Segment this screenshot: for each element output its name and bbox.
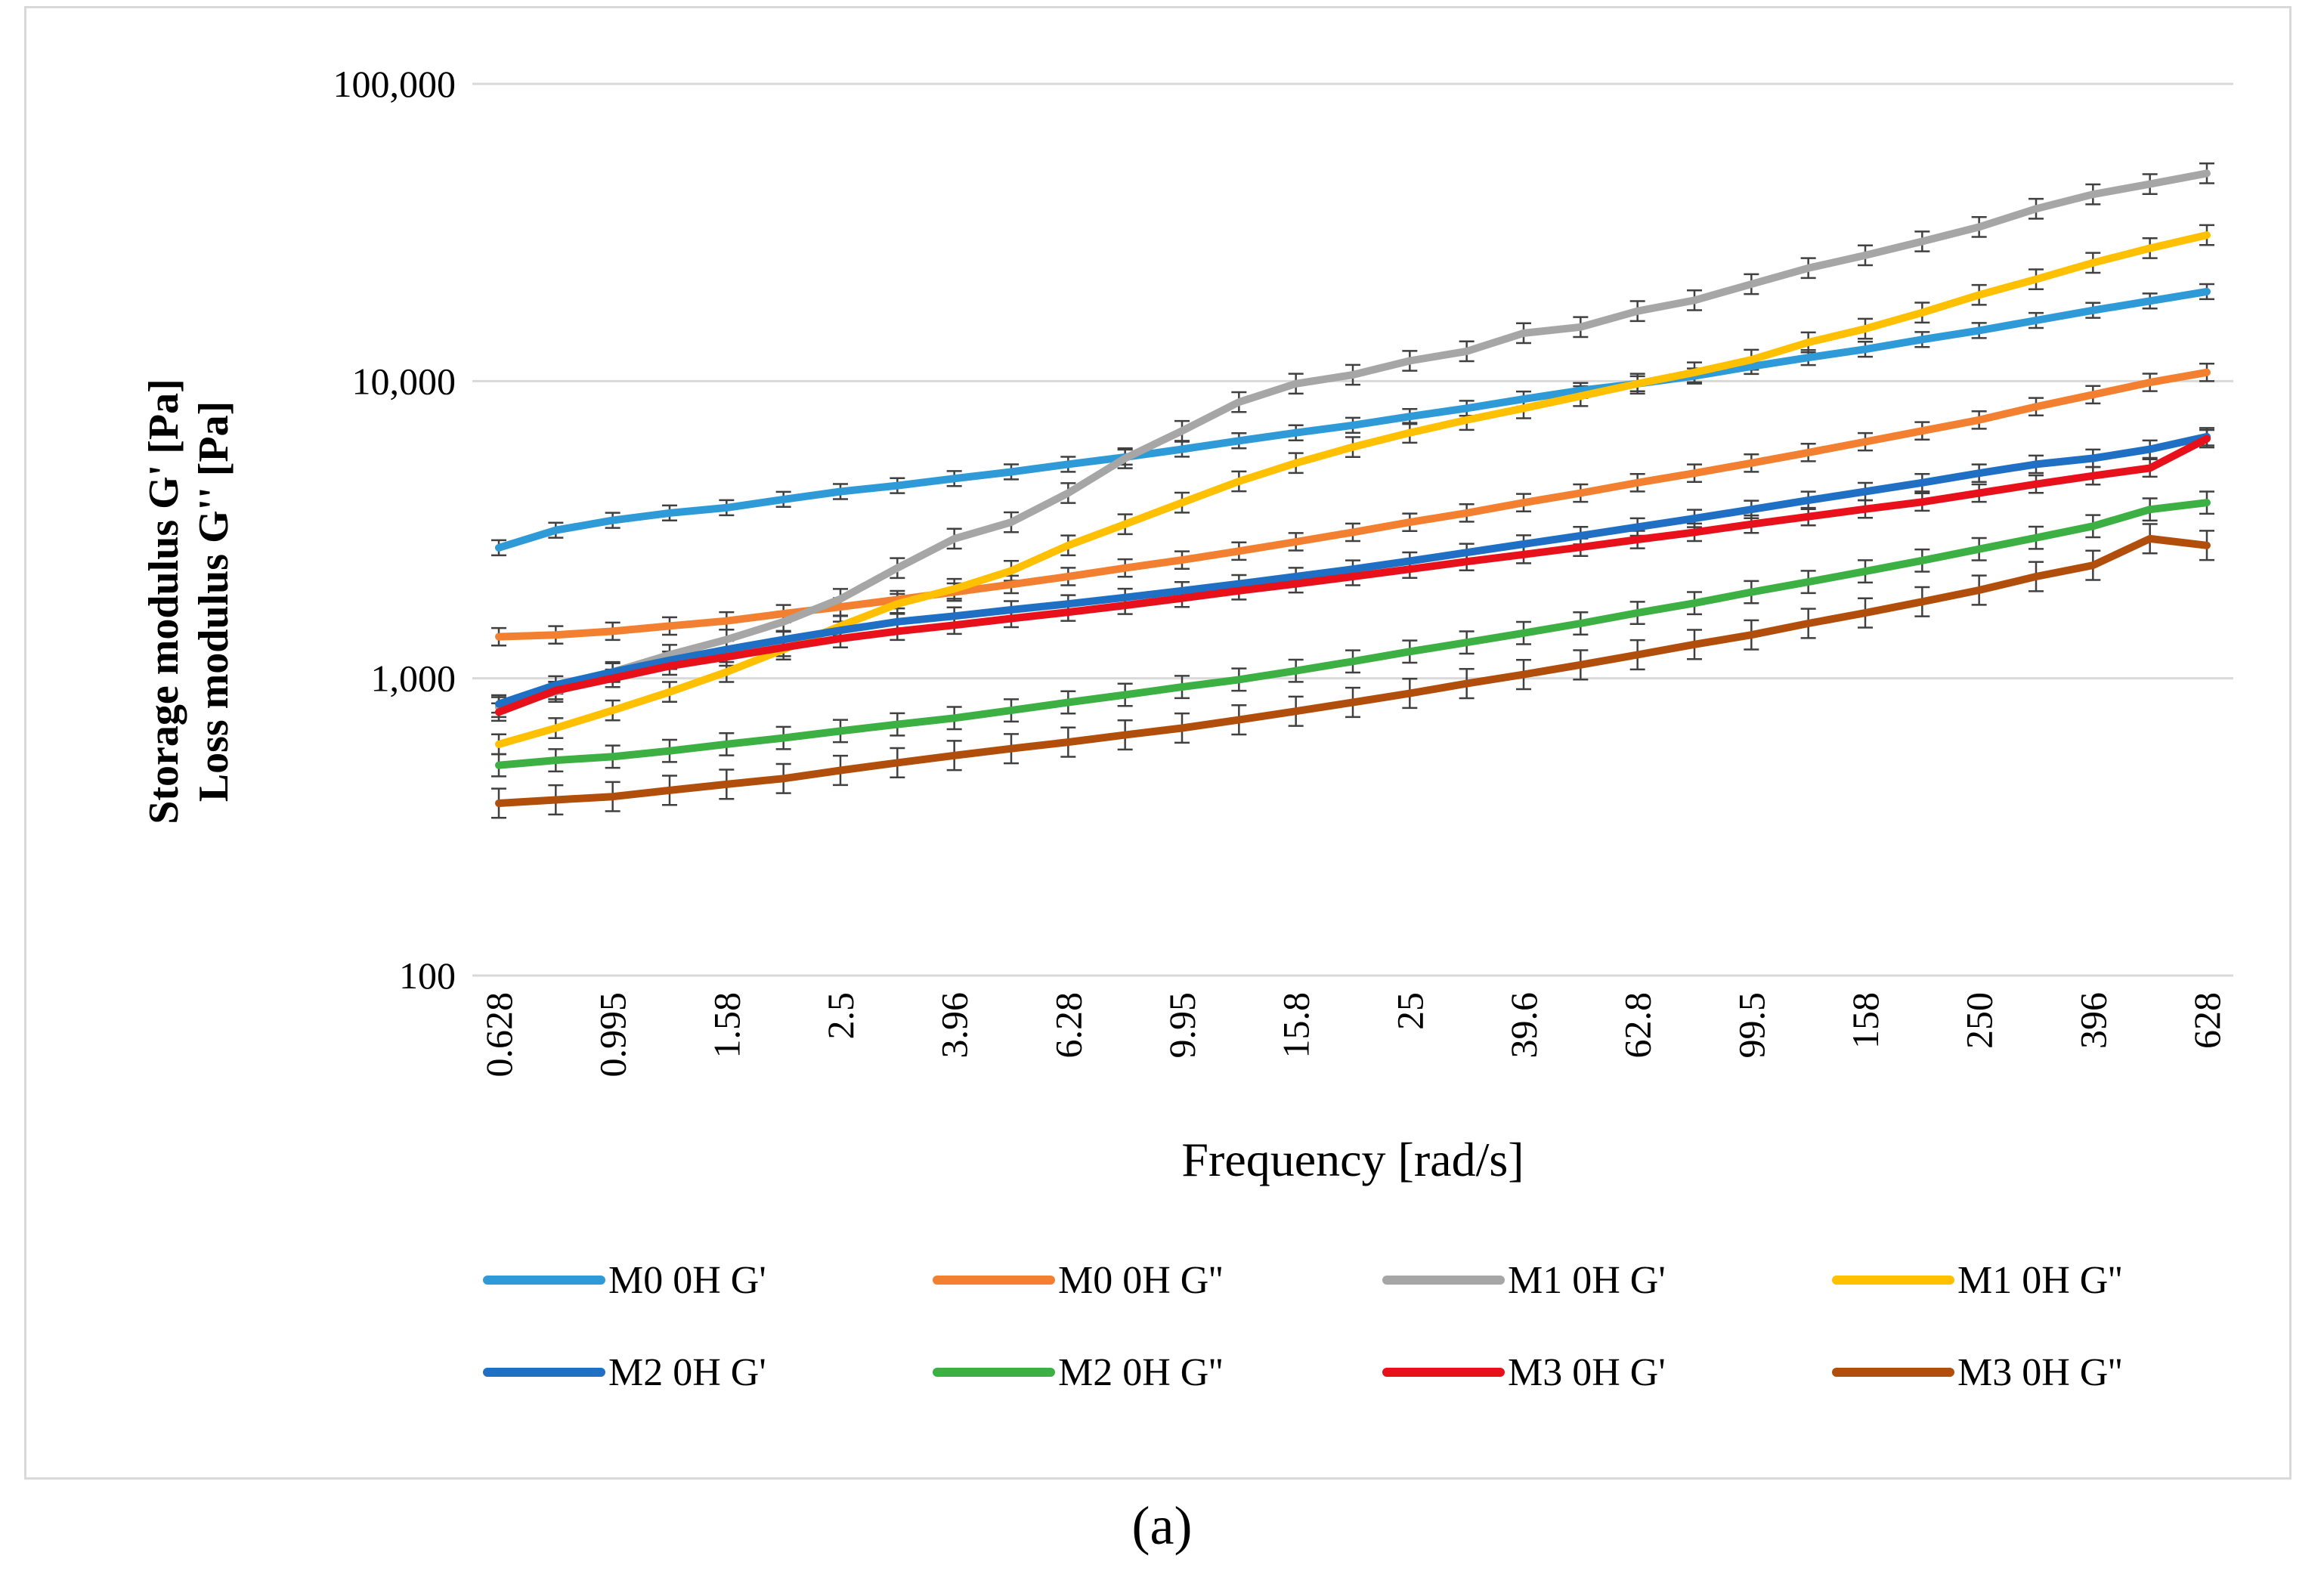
data-series xyxy=(495,169,2211,807)
legend-item: M1 0H G'' xyxy=(1832,1259,2122,1302)
x-tick-label: 396 xyxy=(2072,992,2114,1049)
y-tick-label: 100,000 xyxy=(333,63,456,105)
y-tick-label: 10,000 xyxy=(352,360,456,402)
x-tick-label: 2.5 xyxy=(819,992,862,1040)
x-tick-label: 99.5 xyxy=(1730,992,1772,1059)
x-tick-label: 1.58 xyxy=(705,992,747,1059)
x-axis-title: Frequency [rad/s] xyxy=(1181,1133,1524,1186)
x-tick-label: 3.96 xyxy=(933,992,976,1059)
x-tick-label: 62.8 xyxy=(1617,992,1659,1059)
series-line-m1-0h-g- xyxy=(495,169,2211,711)
y-axis-title-line: Loss modulus G'' [Pa] xyxy=(190,401,237,803)
x-tick-label: 25 xyxy=(1388,992,1431,1030)
series-line-m0-0h-g- xyxy=(495,368,2211,641)
legend-label: M2 0H G'' xyxy=(1058,1351,1223,1394)
legend-item: M3 0H G' xyxy=(1382,1351,1666,1394)
error-bars-m2-0h-g- xyxy=(491,490,2214,778)
legend-item: M2 0H G'' xyxy=(933,1351,1223,1394)
legend-item: M0 0H G'' xyxy=(933,1259,1223,1302)
legend-label: M1 0H G' xyxy=(1508,1259,1666,1302)
line-chart: 100 1,000 10,000 100,000 0.628 0.995 1.58 2.5 3… xyxy=(141,63,2233,1394)
legend: M0 0H G' M0 0H G'' M1 0H G' M1 0H G'' M2 0H … xyxy=(483,1259,2122,1394)
x-tick-label: 628 xyxy=(2186,992,2228,1049)
series-line-m2-0h-g- xyxy=(495,432,2211,708)
error-bars xyxy=(491,162,2214,819)
y-axis-title: Storage modulus G' [Pa]Loss modulus G'' … xyxy=(141,379,237,824)
legend-item: M2 0H G' xyxy=(483,1351,766,1394)
legend-item: M1 0H G' xyxy=(1382,1259,1666,1302)
series-line-m2-0h-g- xyxy=(495,499,2211,769)
x-tick-label: 15.8 xyxy=(1275,992,1317,1059)
legend-item: M3 0H G'' xyxy=(1832,1351,2122,1394)
legend-label: M3 0H G'' xyxy=(1957,1351,2122,1394)
series-line-m0-0h-g- xyxy=(495,287,2211,552)
series-line-m3-0h-g- xyxy=(495,534,2211,807)
legend-label: M0 0H G'' xyxy=(1058,1259,1223,1302)
x-tick-label: 250 xyxy=(1958,992,2001,1049)
error-bars-m0-0h-g- xyxy=(491,283,2214,557)
y-axis-tick-labels: 100 1,000 10,000 100,000 xyxy=(333,63,456,997)
x-tick-label: 9.95 xyxy=(1161,992,1203,1059)
series-line-m3-0h-g- xyxy=(495,434,2211,716)
legend-label: M1 0H G'' xyxy=(1957,1259,2122,1302)
axis-titles: Storage modulus G' [Pa]Loss modulus G'' … xyxy=(141,379,1524,1186)
x-tick-label: 0.995 xyxy=(592,992,634,1078)
y-tick-label: 100 xyxy=(399,954,456,997)
x-axis-tick-labels: 0.628 0.995 1.58 2.5 3.96 6.28 9.95 15.8 25 39.6 6… xyxy=(478,992,2228,1078)
chart-frame: 100 1,000 10,000 100,000 0.628 0.995 1.58 2.5 3… xyxy=(24,6,2292,1480)
figure-caption: (a) xyxy=(1131,1495,1193,1556)
legend-label: M3 0H G' xyxy=(1508,1351,1666,1394)
x-tick-label: 6.28 xyxy=(1047,992,1089,1059)
legend-label: M0 0H G' xyxy=(608,1259,766,1302)
x-tick-label: 39.6 xyxy=(1502,992,1545,1059)
x-tick-label: 158 xyxy=(1844,992,1886,1049)
legend-label: M2 0H G' xyxy=(608,1351,766,1394)
x-tick-label: 0.628 xyxy=(478,992,520,1078)
legend-item: M0 0H G' xyxy=(483,1259,766,1302)
y-tick-label: 1,000 xyxy=(371,657,456,700)
y-axis-title-line: Storage modulus G' [Pa] xyxy=(141,379,187,824)
